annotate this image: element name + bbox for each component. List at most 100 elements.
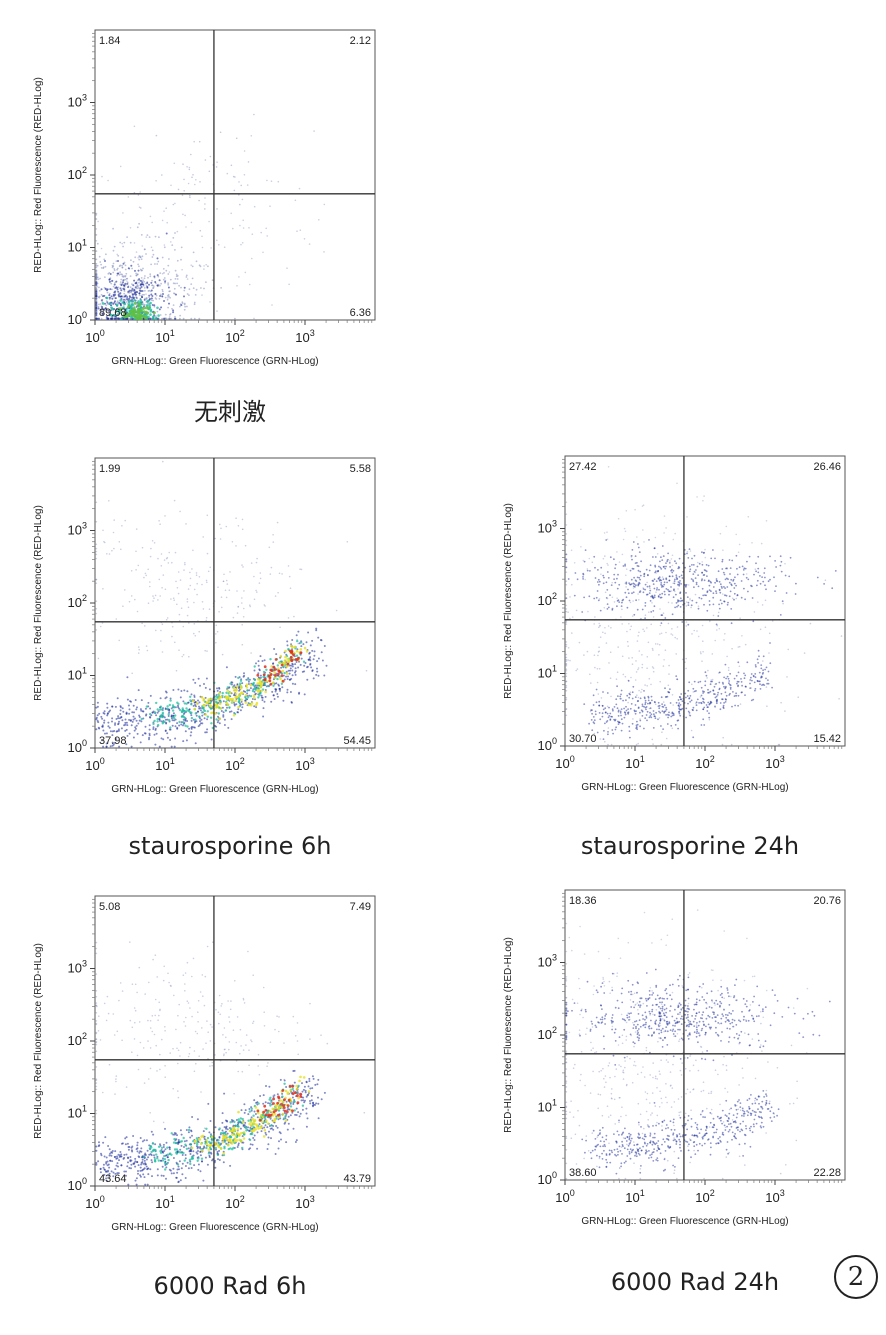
event-point — [312, 677, 315, 680]
event-point — [661, 586, 663, 588]
event-point — [138, 258, 141, 261]
event-point — [315, 627, 318, 630]
event-point — [295, 661, 298, 663]
event-point — [138, 648, 140, 651]
event-point — [749, 682, 751, 685]
event-point — [268, 1130, 270, 1133]
event-point — [601, 715, 604, 718]
event-point — [105, 296, 109, 300]
event-point — [152, 253, 155, 256]
event-point — [99, 303, 102, 305]
event-point — [757, 571, 760, 574]
event-point — [95, 272, 98, 274]
event-point — [109, 745, 112, 748]
event-point — [95, 1031, 98, 1034]
event-point — [626, 640, 629, 643]
event-point — [124, 268, 127, 271]
event-point — [183, 178, 185, 181]
event-point — [565, 593, 568, 596]
event-point — [263, 700, 266, 703]
event-point — [105, 316, 108, 319]
event-point — [244, 1121, 247, 1124]
event-point — [97, 307, 100, 310]
event-point — [667, 691, 669, 693]
event-point — [637, 569, 640, 572]
event-point — [125, 728, 128, 731]
event-point — [296, 639, 299, 643]
event-point — [727, 601, 729, 604]
event-point — [253, 598, 256, 601]
event-point — [229, 571, 231, 573]
event-point — [192, 174, 194, 176]
event-point — [283, 1079, 286, 1082]
event-point — [698, 596, 701, 599]
event-point — [222, 715, 225, 718]
event-point — [306, 678, 309, 681]
event-point — [143, 1139, 146, 1142]
event-point — [273, 698, 276, 700]
event-point — [157, 557, 159, 560]
event-point — [602, 631, 604, 634]
event-point — [100, 715, 103, 718]
event-point — [141, 296, 143, 299]
event-point — [605, 581, 608, 584]
event-point — [638, 650, 641, 652]
event-point — [124, 299, 127, 302]
event-point — [264, 690, 267, 694]
event-point — [765, 686, 768, 688]
event-point — [209, 566, 211, 569]
x-axis-label: GRN-HLog:: Green Fluorescence (GRN-HLog) — [581, 782, 788, 793]
event-point — [616, 551, 618, 553]
event-point — [749, 679, 752, 681]
event-point — [202, 536, 204, 538]
event-point — [156, 1174, 159, 1177]
event-point — [138, 294, 141, 297]
event-point — [199, 684, 201, 687]
event-point — [636, 608, 639, 611]
event-point — [705, 704, 708, 706]
event-point — [737, 704, 739, 707]
event-point — [195, 288, 198, 291]
event-point — [195, 702, 199, 705]
event-point — [257, 1053, 260, 1056]
event-point — [320, 1098, 323, 1101]
quadrant-upper-right: 26.46 — [813, 461, 841, 473]
event-point — [120, 1142, 123, 1145]
event-point — [287, 675, 289, 678]
event-point — [638, 582, 641, 585]
event-point — [251, 1143, 254, 1146]
event-point — [708, 716, 711, 719]
event-point — [124, 278, 126, 281]
event-point — [95, 284, 98, 286]
event-point — [664, 567, 667, 570]
event-point — [116, 1155, 118, 1158]
event-point — [784, 574, 787, 577]
event-point — [291, 682, 294, 685]
event-point — [106, 1160, 109, 1163]
event-point — [265, 227, 267, 230]
event-point — [157, 275, 160, 278]
event-point — [162, 460, 164, 463]
event-point — [108, 1172, 111, 1175]
event-point — [165, 1177, 167, 1180]
event-point — [628, 657, 630, 659]
event-point — [651, 596, 654, 598]
event-point — [159, 1143, 161, 1146]
event-point — [171, 704, 175, 707]
event-point — [234, 176, 236, 178]
event-point — [188, 1126, 191, 1129]
event-point — [256, 1116, 259, 1119]
event-point — [129, 275, 132, 277]
event-point — [689, 550, 692, 552]
event-point — [101, 307, 104, 310]
event-point — [289, 669, 292, 672]
event-point — [107, 1145, 110, 1147]
event-point — [707, 580, 710, 582]
event-point — [114, 705, 117, 708]
event-point — [265, 668, 268, 671]
event-point — [134, 726, 137, 729]
event-point — [169, 699, 172, 702]
event-point — [724, 594, 726, 597]
event-point — [179, 1041, 182, 1044]
event-point — [595, 596, 598, 599]
